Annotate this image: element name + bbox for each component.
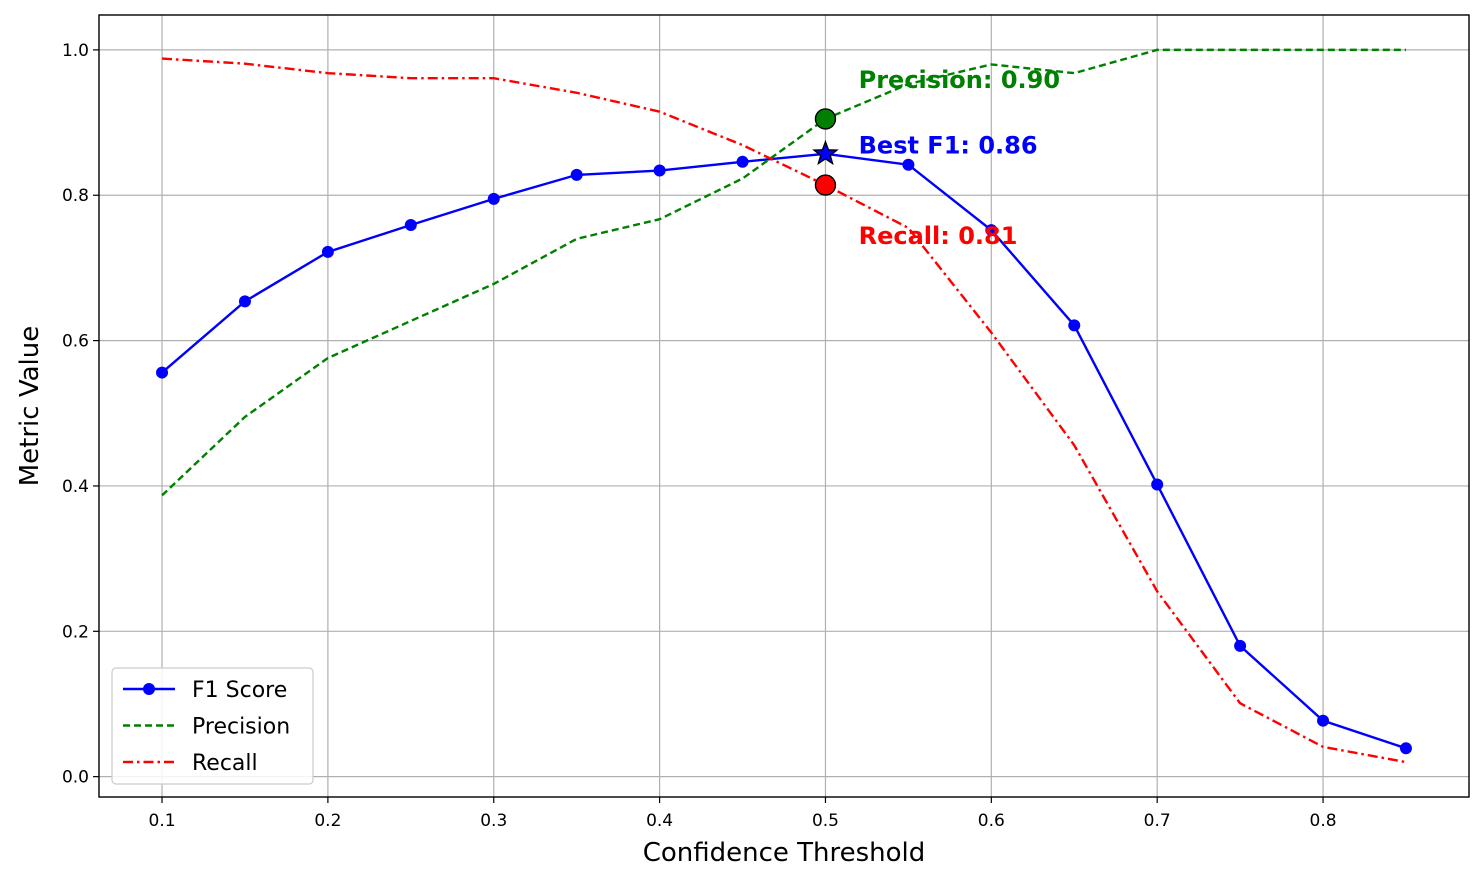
legend-label: Precision bbox=[192, 715, 290, 740]
x-tick-label: 0.8 bbox=[1310, 811, 1337, 831]
data-point bbox=[321, 245, 334, 258]
legend-label: Recall bbox=[192, 751, 258, 776]
data-point bbox=[570, 168, 583, 181]
y-tick-label: 0.2 bbox=[62, 622, 89, 642]
series-line-recall bbox=[161, 57, 1407, 764]
x-tick-label: 0.5 bbox=[812, 811, 839, 831]
data-point bbox=[902, 158, 915, 171]
annotation-label: Precision: 0.90 bbox=[859, 66, 1060, 94]
annotation-label: Best F1: 0.86 bbox=[859, 131, 1038, 159]
series-line-precision bbox=[161, 48, 1406, 497]
highlight-precision-marker bbox=[814, 108, 837, 130]
best-f1-star-marker bbox=[812, 139, 839, 166]
y-tick-label: 0.4 bbox=[62, 477, 89, 497]
y-tick-label: 0.0 bbox=[62, 768, 89, 788]
x-tick-label: 0.1 bbox=[149, 811, 176, 831]
legend-swatch-marker bbox=[143, 683, 155, 695]
annotations: Precision: 0.90 Best F1: 0.86 Recall: 0.81 bbox=[859, 66, 1060, 250]
data-point bbox=[404, 219, 417, 232]
data-point bbox=[238, 295, 251, 308]
y-tick-label: 1.0 bbox=[62, 41, 89, 61]
data-point bbox=[985, 224, 998, 237]
highlight-markers bbox=[812, 108, 839, 196]
axis-ticks: 0.1 0.2 0.3 0.4 0.5 0.6 0.7 0.8 0.0 0.2 0.4 0.6 0.8 1… bbox=[62, 41, 1337, 831]
data-point bbox=[1068, 319, 1081, 332]
data-point bbox=[1399, 742, 1412, 755]
legend: F1 Score Precision Recall bbox=[111, 667, 314, 785]
x-tick-label: 0.4 bbox=[646, 811, 673, 831]
y-tick-label: 0.8 bbox=[62, 186, 89, 206]
x-tick-label: 0.2 bbox=[314, 811, 341, 831]
legend-box bbox=[111, 667, 314, 785]
series-line-f1-score bbox=[161, 152, 1407, 750]
legend-label: F1 Score bbox=[192, 678, 287, 703]
annotation-label: Recall: 0.81 bbox=[859, 222, 1018, 250]
y-tick-label: 0.6 bbox=[62, 332, 89, 352]
x-tick-label: 0.3 bbox=[480, 811, 507, 831]
grid bbox=[99, 15, 1469, 797]
data-point bbox=[653, 164, 666, 177]
x-tick-label: 0.6 bbox=[978, 811, 1005, 831]
plot-frame bbox=[98, 14, 1470, 798]
x-axis-title: Confidence Threshold bbox=[643, 838, 926, 868]
data-point bbox=[1234, 639, 1247, 652]
y-axis-title: Metric Value bbox=[15, 326, 45, 487]
data-point bbox=[1317, 714, 1330, 727]
data-point bbox=[736, 155, 749, 168]
data-point bbox=[487, 192, 500, 205]
data-point bbox=[156, 366, 169, 379]
x-tick-label: 0.7 bbox=[1144, 811, 1171, 831]
data-point bbox=[1151, 478, 1164, 491]
highlight-recall-marker bbox=[814, 174, 837, 196]
series-lines bbox=[156, 48, 1412, 764]
